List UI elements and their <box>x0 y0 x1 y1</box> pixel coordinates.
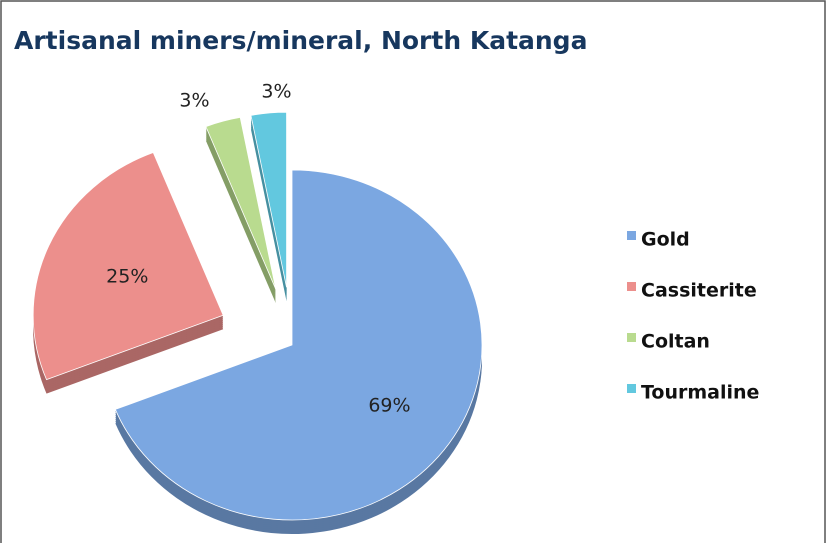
legend-swatch <box>627 282 636 291</box>
legend-label: Gold <box>641 229 690 251</box>
data-label: 25% <box>106 265 148 287</box>
legend-swatch <box>627 231 636 240</box>
chart-title: Artisanal miners/mineral, North Katanga <box>14 26 587 55</box>
pie-slice <box>114 169 483 521</box>
legend-swatch <box>627 384 636 393</box>
data-label: 3% <box>261 81 291 103</box>
pie-slice <box>205 116 277 290</box>
pie-slice <box>250 111 287 288</box>
legend-label: Cassiterite <box>641 280 757 302</box>
legend-label: Coltan <box>641 331 710 353</box>
legend-swatch <box>627 333 636 342</box>
pie-slice <box>32 151 224 381</box>
legend-label: Tourmaline <box>641 382 759 404</box>
data-label: 3% <box>179 90 209 112</box>
data-label: 69% <box>368 394 410 416</box>
